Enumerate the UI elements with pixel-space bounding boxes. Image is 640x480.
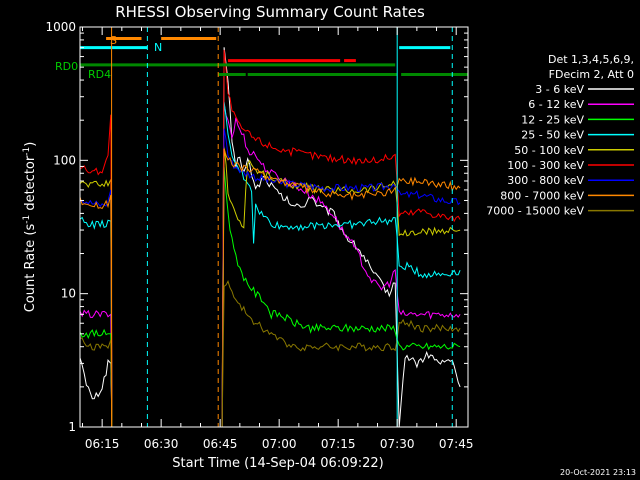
x-tick-label: 07:30 (380, 437, 415, 451)
legend: Det 1,3,4,5,6,9, FDecim 2, Att 0 3 - 6 k… (486, 53, 634, 218)
y-axis-label-sup1: -1 (22, 215, 32, 224)
y-tick-label: 10 (61, 287, 76, 301)
chart-title: RHESSI Observing Summary Count Rates (115, 3, 425, 21)
y-tick-label: 1 (68, 420, 76, 434)
legend-header-line-2: FDecim 2, Att 0 (549, 68, 634, 81)
y-tick-label: 1000 (45, 20, 76, 34)
flag-label-saa: S (110, 34, 117, 47)
flag-label-rd0: RD0 (55, 60, 78, 73)
x-tick-label: 06:15 (85, 437, 120, 451)
flag-layer (80, 36, 468, 77)
legend-label: 7000 - 15000 keV (486, 205, 584, 218)
legend-header-line-1: Det 1,3,4,5,6,9, (548, 53, 634, 66)
legend-label: 12 - 25 keV (521, 113, 584, 126)
x-tick-label: 07:15 (321, 437, 356, 451)
flag-label-rd4: RD4 (88, 68, 111, 81)
legend-label: 50 - 100 keV (514, 144, 584, 157)
vline-layer (111, 27, 453, 427)
x-tick-label: 07:00 (262, 437, 297, 451)
axis-layer: 06:15 06:30 06:45 07:00 07:15 07:30 07:45 1 10 10… (45, 20, 473, 451)
x-axis-label: Start Time (14-Sep-04 06:09:22) (172, 456, 383, 471)
legend-label: 6 - 12 keV (528, 98, 584, 111)
x-tick-label: 06:45 (203, 437, 238, 451)
x-tick-label: 07:45 (439, 437, 474, 451)
flag-label-night: N (154, 41, 162, 54)
footer-timestamp: 20-Oct-2021 23:13 (560, 468, 636, 477)
plot-frame (79, 26, 469, 428)
y-axis-label: Count Rate (s-1 detector-1) (22, 142, 38, 313)
y-axis-label-mid: detector (23, 155, 38, 215)
y-axis-label-main: Count Rate (s (23, 224, 38, 313)
legend-label: 800 - 7000 keV (500, 189, 584, 202)
x-tick-label: 06:30 (144, 437, 179, 451)
y-axis-label-end: ) (23, 142, 38, 147)
y-tick-label: 100 (53, 153, 76, 167)
legend-label: 25 - 50 keV (521, 129, 584, 142)
legend-label: 100 - 300 keV (507, 159, 584, 172)
y-axis-label-sup2: -1 (22, 147, 32, 156)
legend-label: 300 - 800 keV (507, 174, 584, 187)
legend-label: 3 - 6 keV (535, 83, 584, 96)
